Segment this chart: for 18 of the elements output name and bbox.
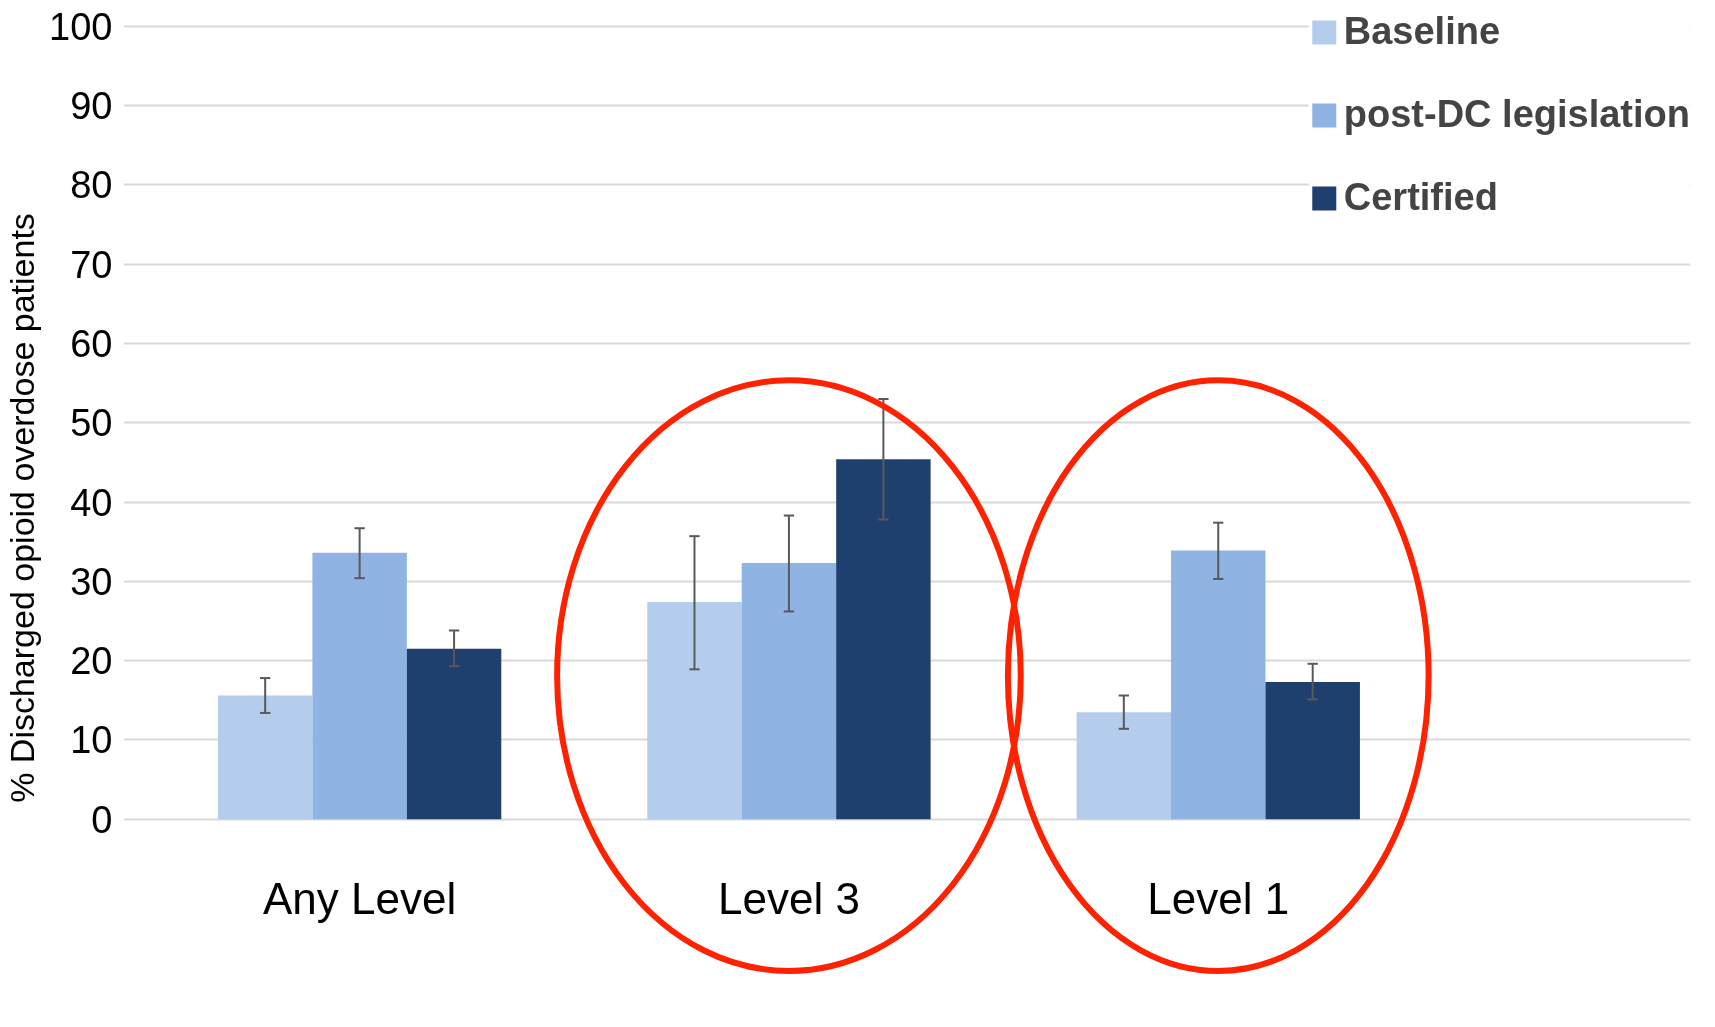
y-tick-label: 100 <box>49 5 113 48</box>
x-tick-label: Any Level <box>263 873 457 923</box>
y-tick-label: 40 <box>70 481 113 524</box>
x-tick-label: Level 3 <box>718 873 860 923</box>
y-axis-title: % Discharged opioid overdose patients <box>3 213 42 803</box>
y-tick-label: 20 <box>70 640 113 683</box>
y-tick-label: 80 <box>70 164 113 207</box>
legend-label: post-DC legislation <box>1343 93 1690 136</box>
y-tick-label: 70 <box>70 243 113 286</box>
y-tick-label: 50 <box>70 402 113 445</box>
y-tick-label: 30 <box>70 560 113 603</box>
y-tick-label: 90 <box>70 85 113 128</box>
y-tick-label: 10 <box>70 719 113 762</box>
legend-label: Baseline <box>1343 10 1501 53</box>
y-tick-label: 0 <box>91 798 113 841</box>
y-tick-label: 60 <box>70 322 113 365</box>
legend-label: Certified <box>1343 176 1498 219</box>
x-tick-label: Level 1 <box>1147 873 1290 923</box>
